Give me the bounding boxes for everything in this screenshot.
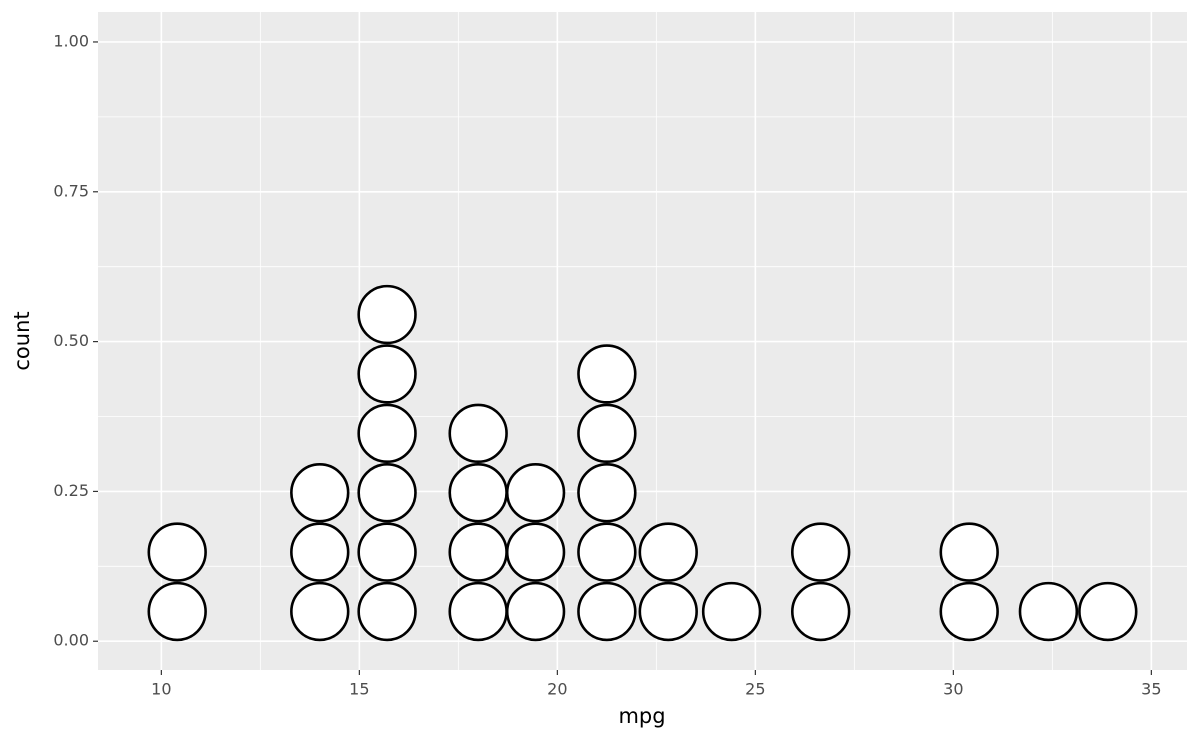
dot bbox=[290, 463, 350, 523]
dot bbox=[701, 581, 762, 642]
dot bbox=[1018, 581, 1079, 642]
dot bbox=[147, 522, 207, 582]
dot bbox=[448, 522, 508, 582]
dot bbox=[1078, 581, 1138, 642]
x-tick-label: 10 bbox=[151, 680, 171, 699]
y-tick-label: 0.50 bbox=[53, 331, 89, 350]
dot bbox=[357, 403, 417, 464]
dot bbox=[505, 522, 566, 582]
y-tick-label: 1.00 bbox=[53, 31, 89, 50]
x-tick-label: 30 bbox=[943, 680, 963, 699]
y-axis-title: count bbox=[10, 311, 34, 370]
dot bbox=[790, 522, 851, 582]
x-tick-label: 20 bbox=[547, 680, 567, 699]
dot bbox=[577, 403, 637, 464]
dot bbox=[939, 522, 999, 582]
dot bbox=[448, 403, 508, 464]
marks bbox=[147, 284, 1138, 642]
dot bbox=[577, 581, 637, 642]
x-axis-title: mpg bbox=[618, 704, 665, 728]
dot bbox=[790, 581, 851, 642]
dot bbox=[357, 344, 417, 404]
dot bbox=[577, 463, 637, 523]
dot bbox=[290, 581, 350, 642]
x-tick-label: 35 bbox=[1141, 680, 1161, 699]
dot bbox=[357, 581, 417, 642]
dot bbox=[448, 463, 508, 523]
dot bbox=[357, 284, 417, 345]
x-tick-label: 25 bbox=[745, 680, 765, 699]
dot bbox=[357, 463, 417, 523]
dot bbox=[638, 522, 698, 582]
dot bbox=[577, 344, 637, 404]
dot bbox=[290, 522, 350, 582]
dot bbox=[638, 581, 698, 642]
x-tick-label: 15 bbox=[349, 680, 369, 699]
dot bbox=[939, 581, 999, 642]
dot bbox=[505, 463, 566, 523]
dot bbox=[577, 522, 637, 582]
axes: 10 15 20 25 30 35 0.00 0.25 0.50 0.75 1.00 bbox=[53, 31, 1161, 698]
y-tick-label: 0.00 bbox=[53, 631, 89, 650]
dot bbox=[147, 581, 207, 642]
y-tick-label: 0.75 bbox=[53, 181, 89, 200]
dot bbox=[505, 581, 566, 642]
y-tick-label: 0.25 bbox=[53, 481, 89, 500]
dot bbox=[357, 522, 417, 582]
dot bbox=[448, 581, 508, 642]
